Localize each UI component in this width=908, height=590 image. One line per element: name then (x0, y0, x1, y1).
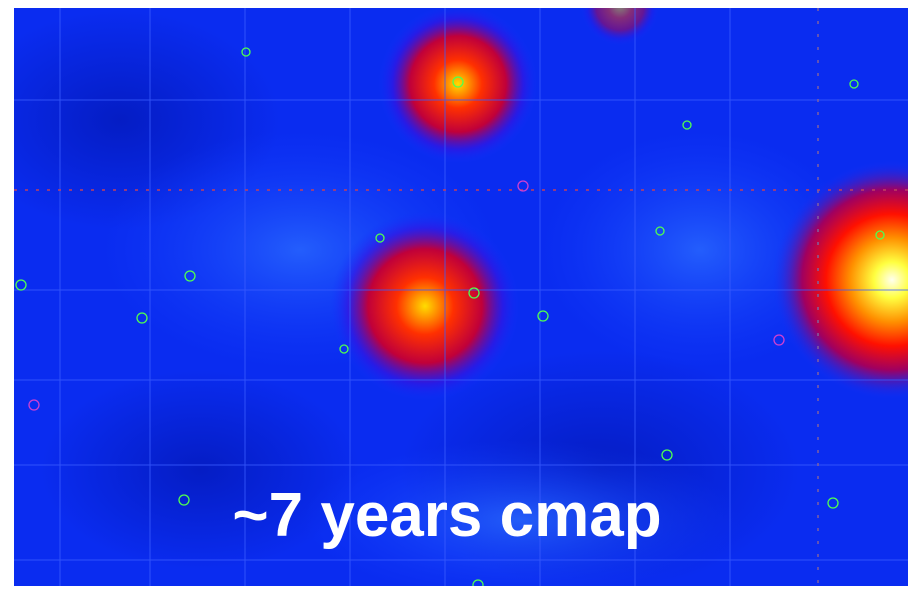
caption: ~7 years cmap (232, 481, 661, 550)
page: ~7 years cmap (() => { const data = JSON… (0, 0, 908, 590)
counts-map: ~7 years cmap (0, 0, 908, 590)
